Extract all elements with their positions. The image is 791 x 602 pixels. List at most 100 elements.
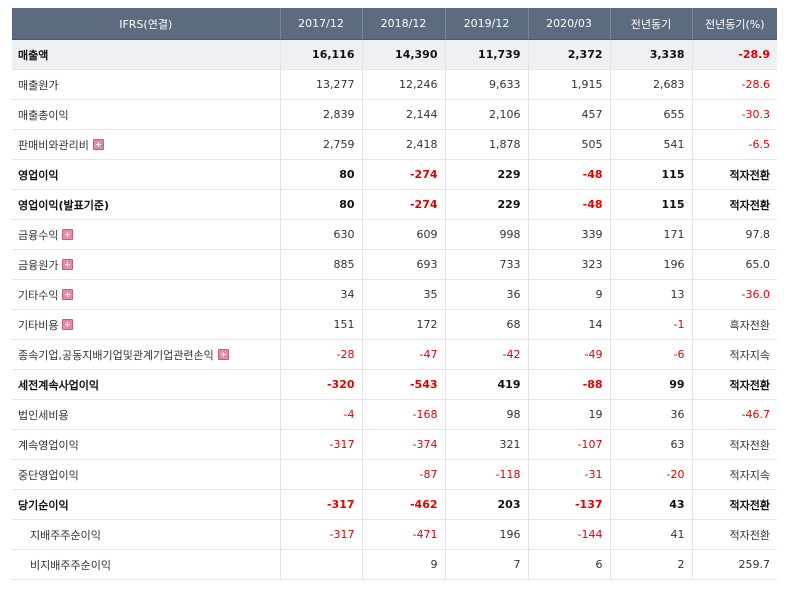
expand-plus-icon[interactable] — [62, 228, 74, 240]
value-cell: 적자지속 — [691, 339, 777, 370]
value-cell: 196 — [444, 519, 528, 550]
value-cell: 115 — [609, 189, 692, 220]
table-row: 당기순이익 -317 -462 203 -137 43 적자전환 — [12, 489, 777, 520]
value-cell: -118 — [444, 459, 528, 490]
value-cell: 6 — [527, 549, 610, 580]
row-label: 금융수익 — [18, 228, 59, 242]
value-cell: 9,633 — [444, 69, 528, 100]
value-cell: 733 — [444, 249, 528, 280]
value-cell: 적자전환 — [691, 519, 777, 550]
value-cell: 630 — [279, 219, 362, 250]
table-row: 금융원가 885 693 733 323 196 65.0 — [12, 249, 777, 280]
row-label-cell: 영업이익(발표기준) — [12, 189, 280, 220]
expand-plus-icon[interactable] — [217, 348, 229, 360]
value-cell: 196 — [609, 249, 692, 280]
row-label-cell[interactable]: 판매비와관리비 — [12, 129, 280, 160]
table-row: 판매비와관리비 2,759 2,418 1,878 505 541 -6.5 — [12, 129, 777, 160]
value-cell: 97.8 — [691, 219, 777, 250]
value-cell: 11,739 — [444, 39, 528, 70]
value-cell: 229 — [444, 189, 528, 220]
value-cell: -6 — [609, 339, 692, 370]
row-label: 계속영업이익 — [18, 438, 79, 452]
value-cell: 68 — [444, 309, 528, 340]
value-cell — [279, 549, 362, 580]
row-label-cell[interactable]: 기타비용 — [12, 309, 280, 340]
row-label: 판매비와관리비 — [18, 138, 89, 152]
expand-plus-icon[interactable] — [62, 318, 74, 330]
value-cell: -30.3 — [691, 99, 777, 130]
table-row: 기타수익 34 35 36 9 13 -36.0 — [12, 279, 777, 310]
value-cell: 2,839 — [279, 99, 362, 130]
value-cell: -317 — [279, 519, 362, 550]
value-cell: -274 — [361, 159, 445, 190]
value-cell: 9 — [361, 549, 445, 580]
expand-plus-icon[interactable] — [92, 138, 104, 150]
row-label: 법인세비용 — [18, 408, 69, 422]
table-row: 중단영업이익 -87 -118 -31 -20 적자지속 — [12, 459, 777, 490]
header-col-prev-year: 전년동기 — [609, 8, 692, 40]
value-cell: -48 — [527, 189, 610, 220]
row-label-cell[interactable]: 금융원가 — [12, 249, 280, 280]
table-row: 매출액 16,116 14,390 11,739 2,372 3,338 -28.9 — [12, 39, 777, 70]
value-cell: -471 — [361, 519, 445, 550]
value-cell: -144 — [527, 519, 610, 550]
row-label-cell: 영업이익 — [12, 159, 280, 190]
value-cell: 505 — [527, 129, 610, 160]
value-cell: 34 — [279, 279, 362, 310]
header-col-2020-03: 2020/03 — [527, 8, 610, 40]
row-label-cell: 매출총이익 — [12, 99, 280, 130]
row-label-cell: 중단영업이익 — [12, 459, 280, 490]
value-cell: 3,338 — [609, 39, 692, 70]
value-cell: 2,683 — [609, 69, 692, 100]
value-cell: 259.7 — [691, 549, 777, 580]
expand-plus-icon[interactable] — [62, 258, 74, 270]
value-cell: 693 — [361, 249, 445, 280]
value-cell: 172 — [361, 309, 445, 340]
expand-plus-icon[interactable] — [62, 288, 74, 300]
value-cell: -543 — [361, 369, 445, 400]
value-cell: 2,144 — [361, 99, 445, 130]
value-cell: -88 — [527, 369, 610, 400]
value-cell: 323 — [527, 249, 610, 280]
row-label-cell: 매출원가 — [12, 69, 280, 100]
value-cell: 65.0 — [691, 249, 777, 280]
table-row: 영업이익 80 -274 229 -48 115 적자전환 — [12, 159, 777, 190]
table-row: 법인세비용 -4 -168 98 19 36 -46.7 — [12, 399, 777, 430]
value-cell: 41 — [609, 519, 692, 550]
header-col-2018-12: 2018/12 — [361, 8, 445, 40]
row-label: 종속기업,공동지배기업및관계기업관련손익 — [18, 348, 214, 362]
header-item-column: IFRS(연결) — [12, 8, 280, 40]
row-label: 매출액 — [18, 48, 49, 62]
value-cell: -28.9 — [691, 39, 777, 70]
value-cell: 655 — [609, 99, 692, 130]
row-label-cell: 법인세비용 — [12, 399, 280, 430]
table-row: 금융수익 630 609 998 339 171 97.8 — [12, 219, 777, 250]
value-cell: 885 — [279, 249, 362, 280]
value-cell: 36 — [444, 279, 528, 310]
value-cell: -107 — [527, 429, 610, 460]
value-cell: -137 — [527, 489, 610, 520]
value-cell: -4 — [279, 399, 362, 430]
row-label: 매출총이익 — [18, 108, 69, 122]
value-cell: 457 — [527, 99, 610, 130]
row-label-cell[interactable]: 기타수익 — [12, 279, 280, 310]
header-col-2017-12: 2017/12 — [279, 8, 362, 40]
row-label: 매출원가 — [18, 78, 59, 92]
value-cell: 98 — [444, 399, 528, 430]
value-cell: -320 — [279, 369, 362, 400]
table-row: 지배주주순이익 -317 -471 196 -144 41 적자전환 — [12, 519, 777, 550]
value-cell: 321 — [444, 429, 528, 460]
row-label: 기타비용 — [18, 318, 59, 332]
value-cell: 609 — [361, 219, 445, 250]
header-col-prev-year-pct: 전년동기(%) — [691, 8, 777, 40]
row-label: 세전계속사업이익 — [18, 378, 99, 392]
value-cell: -36.0 — [691, 279, 777, 310]
value-cell: -49 — [527, 339, 610, 370]
value-cell: 1,878 — [444, 129, 528, 160]
row-label-cell[interactable]: 금융수익 — [12, 219, 280, 250]
value-cell: 적자전환 — [691, 369, 777, 400]
value-cell: -87 — [361, 459, 445, 490]
row-label: 지배주주순이익 — [30, 528, 101, 542]
row-label-cell[interactable]: 종속기업,공동지배기업및관계기업관련손익 — [12, 339, 280, 370]
row-label: 영업이익(발표기준) — [18, 198, 110, 212]
